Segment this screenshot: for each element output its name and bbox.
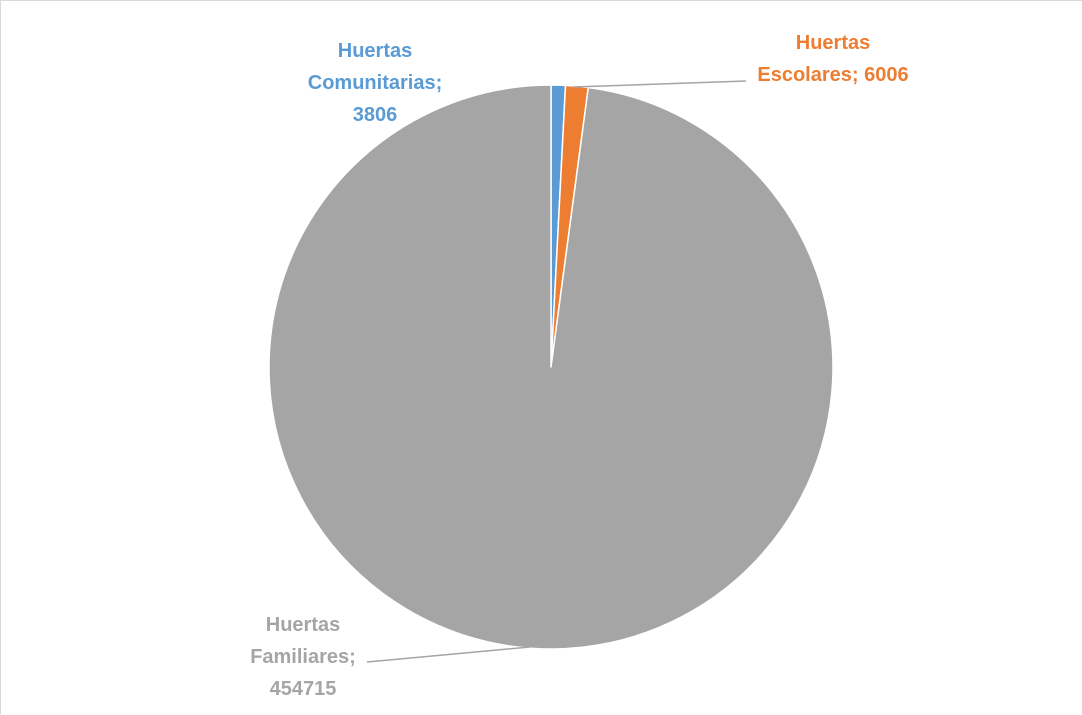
data-label-line: 454715 xyxy=(270,678,337,700)
data-label-line: Huertas xyxy=(266,614,340,636)
data-label-line: Escolares; 6006 xyxy=(757,64,908,86)
data-label-line: Familiares; xyxy=(250,646,356,668)
leader-line-3 xyxy=(366,646,531,663)
data-label-3: Huertas Familiares; 454715 xyxy=(250,614,356,700)
data-label-line: Comunitarias; xyxy=(308,72,442,94)
data-label-1: Huertas Comunitarias; 3806 xyxy=(308,40,442,126)
data-label-2: Huertas Escolares; 6006 xyxy=(757,32,908,86)
data-label-line: Huertas xyxy=(338,40,412,62)
data-label-line: Huertas xyxy=(796,32,870,54)
data-label-line: 3806 xyxy=(353,104,398,126)
leader-line-2 xyxy=(572,80,747,88)
pie-slice-3 xyxy=(268,84,834,650)
